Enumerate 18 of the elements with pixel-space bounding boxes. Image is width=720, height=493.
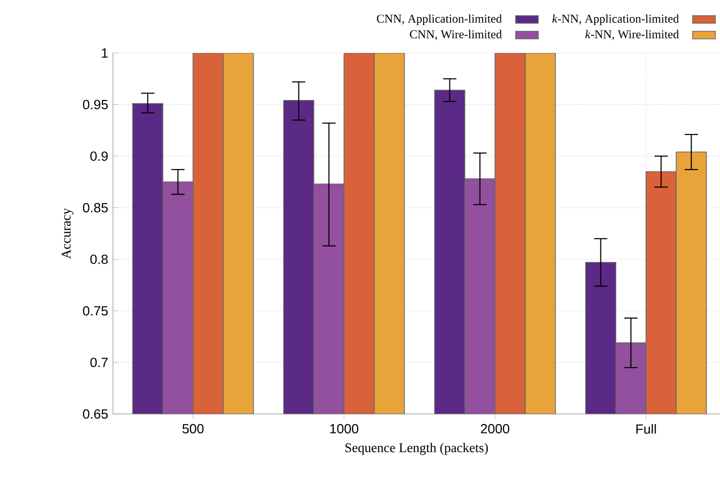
y-tick-label: 0.65	[82, 409, 108, 419]
x-tick-label: Full	[636, 424, 656, 434]
y-tick-label: 0.85	[82, 203, 108, 212]
legend-label: CNN, Wire-limited	[410, 30, 502, 40]
x-tick-label: 500	[182, 424, 204, 434]
x-axis-title: Sequence Length (packets)	[345, 442, 488, 455]
legend-label: CNN, Application-limited	[376, 14, 502, 26]
legend-label: k-NN, Application-limited	[552, 14, 679, 26]
y-tick-label: 0.8	[90, 254, 108, 264]
x-tick-label: 2000	[480, 424, 510, 434]
x-tick-label: 1000	[330, 424, 358, 434]
y-tick-label: 0.95	[82, 100, 108, 110]
y-tick-label: 1	[102, 48, 108, 58]
y-tick-label: 0.7	[90, 358, 108, 368]
y-tick-label: 0.9	[90, 151, 108, 161]
y-axis-title: Accuracy	[62, 208, 74, 259]
y-tick-label: 0.75	[82, 306, 108, 316]
legend-label: k-NN, Wire-limited	[585, 30, 679, 40]
